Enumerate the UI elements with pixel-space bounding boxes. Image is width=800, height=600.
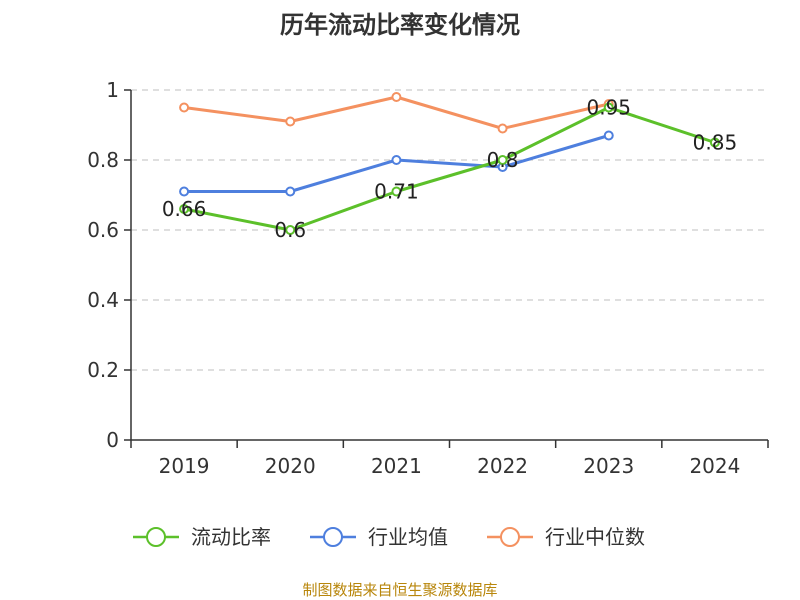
legend-item[interactable]: 流动比率 [133,525,271,549]
data-label: 0.6 [274,218,306,242]
series-layer [179,92,720,235]
data-point[interactable] [179,204,190,214]
y-tick-label: 0.6 [87,218,119,242]
legend-label: 行业中位数 [545,525,645,549]
data-labels: 0.66 0.6 0.71 0.8 0.95 0.85 [162,96,737,243]
data-label: 0.66 [162,197,207,221]
legend-item[interactable]: 行业均值 [310,525,448,549]
data-label: 0.71 [374,180,419,204]
chart-title: 历年流动比率变化情况 [280,11,520,39]
data-point[interactable] [179,102,190,113]
legend-marker-icon [323,527,343,547]
data-point[interactable] [391,155,402,165]
data-point[interactable] [497,123,508,134]
data-label: 0.95 [586,96,631,120]
x-tick-label: 2019 [159,454,210,478]
data-point[interactable] [391,92,402,102]
data-label: 0.85 [693,131,738,155]
y-tick-label: 1 [106,78,119,102]
source-note: 制图数据来自恒生聚源数据库 [302,581,497,599]
y-tick-label: 0.2 [87,358,119,382]
legend-marker-icon [146,527,166,547]
x-tick-label: 2024 [689,454,740,478]
grid-lines [131,89,768,371]
legend[interactable]: 流动比率 行业均值 行业中位数 [133,525,645,549]
series-1 [179,102,720,235]
legend-label: 行业均值 [368,525,448,549]
data-point[interactable] [603,130,614,141]
y-tick-label: 0.8 [87,148,119,172]
data-point[interactable] [285,116,296,127]
series-2 [179,130,614,197]
series-line [183,106,716,232]
data-point[interactable] [391,186,402,197]
data-point[interactable] [285,186,296,197]
data-label: 0.8 [487,148,519,172]
data-point[interactable] [179,186,190,197]
x-tick-label: 2023 [583,454,634,478]
data-point[interactable] [285,225,296,235]
legend-label: 流动比率 [191,525,271,549]
data-point[interactable] [709,137,720,148]
axes: 0 0.2 0.4 0.6 0.8 1 2019 2020 2021 2022 2023 2024 [87,78,769,478]
y-tick-label: 0 [106,428,119,452]
data-point[interactable] [497,155,508,165]
x-tick-label: 2022 [477,454,528,478]
data-point[interactable] [603,102,614,113]
legend-marker-icon [500,527,520,547]
x-tick-label: 2020 [265,454,316,478]
legend-item[interactable]: 行业中位数 [487,525,645,549]
y-tick-label: 0.4 [87,288,119,312]
x-tick-label: 2021 [371,454,422,478]
series-3 [179,92,614,134]
